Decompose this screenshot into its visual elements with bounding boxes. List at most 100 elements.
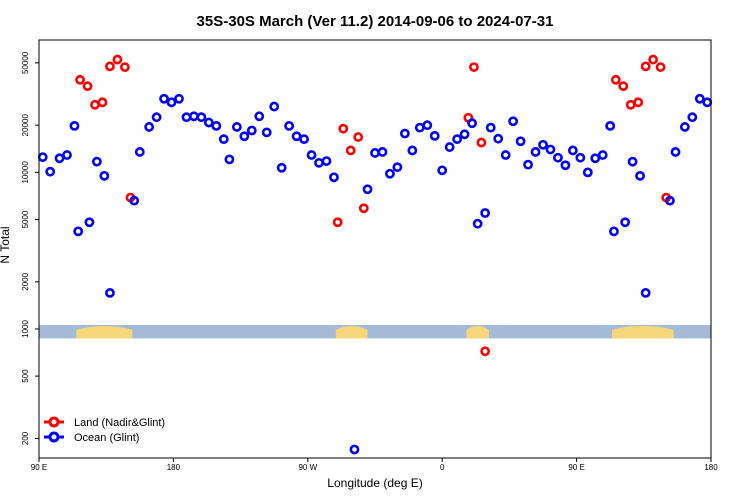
legend-marker-ocean [48,431,60,443]
map-land-segment [335,325,368,339]
legend-marker-land [48,416,60,428]
y-tick-label: 20000 [21,114,30,137]
land-point [640,61,651,72]
y-axis-label: N Total [0,226,12,263]
x-tick-label: 180 [704,463,718,472]
ocean-point [105,287,115,298]
ocean-point [582,167,593,178]
land-point [105,61,115,72]
legend-label-land: Land (Nadir&Glint) [74,417,165,429]
ocean-point [590,153,601,164]
map-strip [39,325,711,339]
y-axis: 200 500 1000 2000 5000 10000 20000 50000 [21,51,39,445]
land-point [90,99,100,110]
ocean-point [702,97,713,108]
land-point [345,145,356,156]
land-point [353,132,364,142]
ocean-point [306,150,317,160]
ocean-point [224,154,235,165]
x-tick-label: 90 W [298,463,317,472]
ocean-point [261,127,272,138]
ocean-point [166,97,177,108]
y-tick-label: 10000 [21,161,30,184]
ocean-point [429,130,440,141]
ocean-point [174,93,184,104]
ocean-point [377,147,388,157]
ocean-point [640,287,651,298]
ocean-point [635,170,645,181]
ocean-point [231,122,242,132]
ocean-point [203,117,214,128]
ocean-point [620,217,631,228]
ocean-point [493,133,504,144]
legend: Land (Nadir&Glint) Ocean (Glint) [44,416,165,444]
ocean-point [530,147,541,157]
ocean-point [679,122,690,132]
ocean-point [597,150,608,160]
ocean-point [54,153,65,164]
ocean-point [567,145,578,156]
ocean-point [385,168,395,179]
ocean-point [269,101,280,112]
land-point [476,137,487,148]
ocean-point [73,226,84,237]
ocean-point [276,162,287,173]
land-point [633,97,644,108]
ocean-point [480,208,491,218]
ocean-point [291,131,302,142]
ocean-point [99,170,110,181]
ocean-point [500,150,511,160]
ocean-point [196,112,207,123]
land-point [112,54,123,65]
x-tick-label: 0 [440,463,445,472]
x-axis-label: Longitude (deg E) [327,476,422,490]
land-point [625,99,636,110]
ocean-point [159,93,169,104]
ocean-point [254,111,265,122]
y-tick-label: 200 [21,431,30,445]
x-tick-label: 90 E [31,463,47,472]
land-point [469,62,479,72]
legend-item-land: Land (Nadir&Glint) [44,416,165,429]
y-tick-label: 500 [21,369,30,383]
ocean-point [349,444,360,455]
y-tick-label: 50000 [21,51,30,74]
land-point [119,62,130,72]
map-land-segment [612,325,674,339]
land-point [618,81,629,92]
ocean-point [508,116,519,127]
x-tick-label: 90 E [568,463,584,472]
land-point [358,203,369,214]
map-land-segment [466,325,489,339]
ocean-point [129,195,140,206]
ocean-point [144,122,155,132]
ocean-point [299,134,309,145]
ocean-point [687,112,698,123]
chart-title: 35S-30S March (Ver 11.2) 2014-09-06 to 2… [197,13,554,30]
ocean-point [459,129,470,140]
plot-frame [38,39,712,459]
ocean-point [694,93,705,104]
ocean-point [370,148,380,158]
ocean-point [609,226,619,237]
ocean-point [605,120,616,131]
ocean-point [407,145,418,156]
ocean-point [452,134,463,145]
y-tick-label: 2000 [21,272,30,290]
land-point [82,81,93,92]
land-point [75,74,85,85]
map-ocean-band [39,325,711,339]
ocean-point [239,131,250,142]
ocean-point [91,156,102,167]
ocean-point [329,172,339,183]
ocean-point [670,147,681,157]
ocean-point [437,165,448,176]
ocean-point [545,144,556,155]
ocean-point [523,159,533,170]
ocean-point [246,125,257,136]
ocean-point [575,152,586,163]
ocean-point [627,156,638,167]
ocean-point [151,112,162,123]
ocean-point [538,139,548,150]
